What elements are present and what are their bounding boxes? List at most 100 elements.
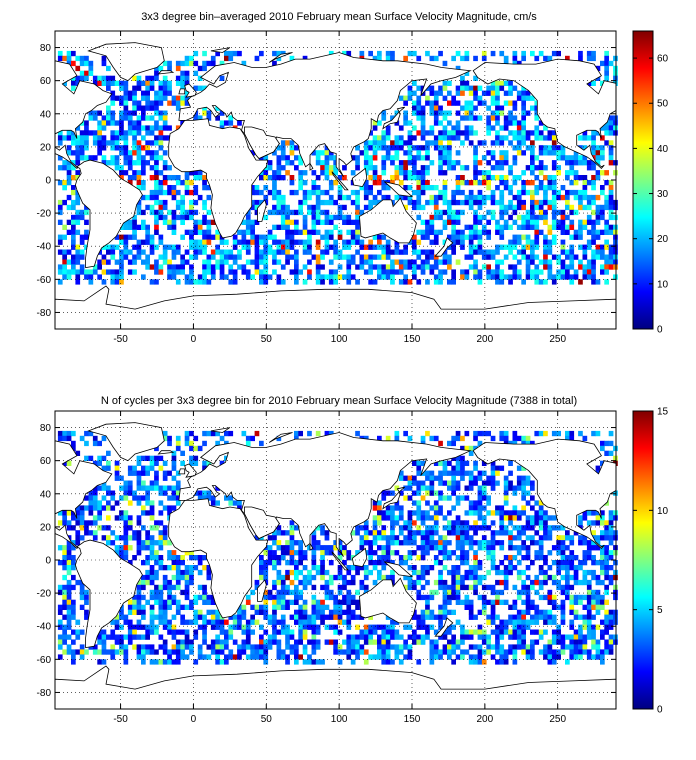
bin-cell	[381, 624, 387, 630]
bin-cell	[451, 55, 456, 62]
bin-cell	[525, 550, 531, 556]
bin-cell	[276, 579, 282, 586]
bin-cell	[79, 520, 85, 526]
bin-cell	[280, 530, 286, 536]
bin-cell	[267, 634, 273, 640]
bin-cell	[390, 505, 395, 511]
bin-cell	[591, 254, 596, 260]
bin-cell	[350, 189, 356, 196]
bin-cell	[600, 569, 605, 576]
bin-cell	[180, 100, 185, 106]
bin-cell	[180, 644, 185, 650]
bin-cell	[132, 120, 137, 126]
bin-cell	[442, 249, 448, 255]
bin-cell	[503, 574, 509, 581]
bin-cell	[586, 609, 592, 615]
bin-cell	[481, 535, 487, 541]
bin-cell	[582, 160, 588, 166]
bin-cell	[219, 435, 225, 442]
bin-cell	[280, 545, 286, 551]
bin-cell	[481, 55, 487, 62]
bin-cell	[407, 175, 413, 181]
bin-cell	[460, 555, 465, 561]
bin-cell	[438, 50, 443, 57]
bin-cell	[350, 254, 356, 260]
bin-cell	[346, 644, 352, 650]
bin-cell	[425, 180, 430, 186]
bin-cell	[394, 644, 400, 650]
bin-cell	[372, 135, 378, 141]
bin-cell	[337, 254, 343, 260]
bin-cell	[324, 614, 330, 620]
bin-cell	[127, 560, 133, 566]
bin-cell	[499, 520, 505, 526]
bin-cell	[232, 239, 238, 245]
bin-cell	[398, 649, 404, 655]
bin-cell	[193, 609, 199, 615]
bin-cell	[57, 604, 63, 610]
bin-cell	[412, 569, 417, 576]
bin-cell	[302, 180, 308, 186]
bin-cell	[154, 525, 159, 531]
bin-cell	[543, 145, 548, 151]
bin-cell	[525, 565, 531, 571]
bin-cell	[114, 234, 120, 240]
bin-cell	[394, 175, 400, 181]
bin-cell	[119, 80, 124, 86]
bin-cell	[167, 65, 172, 72]
bin-cell	[499, 125, 505, 131]
bin-cell	[407, 540, 413, 546]
bin-cell	[604, 574, 609, 581]
bin-cell	[573, 150, 579, 156]
bin-cell	[267, 175, 273, 181]
bin-cell	[464, 269, 470, 275]
bin-cell	[106, 259, 111, 265]
bin-cell	[481, 634, 487, 640]
bin-cell	[189, 189, 194, 196]
bin-cell	[71, 234, 76, 240]
bin-cell	[381, 110, 387, 116]
bin-cell	[499, 150, 505, 156]
bin-cell	[368, 624, 373, 630]
bin-cell	[385, 150, 391, 156]
bin-cell	[516, 525, 522, 531]
bin-cell	[573, 609, 579, 615]
bin-cell	[127, 485, 133, 491]
bin-cell	[416, 110, 422, 116]
bin-cell	[447, 584, 452, 591]
bin-cell	[180, 604, 185, 610]
bin-cell	[412, 239, 417, 245]
bin-cell	[390, 50, 395, 57]
bin-cell	[79, 535, 85, 541]
bin-cell	[407, 50, 413, 57]
bin-cell	[503, 180, 509, 186]
bin-cell	[521, 180, 526, 186]
bin-cell	[346, 239, 352, 245]
bin-cell	[363, 155, 369, 161]
bin-cell	[285, 569, 290, 576]
bin-cell	[433, 95, 439, 101]
bin-cell	[381, 634, 387, 640]
bin-cell	[521, 185, 526, 191]
bin-cell	[66, 229, 72, 235]
bin-cell	[259, 249, 264, 255]
bin-cell	[206, 269, 212, 275]
bin-cell	[158, 209, 164, 216]
bin-cell	[154, 599, 159, 605]
bin-cell	[521, 619, 526, 625]
bin-cell	[57, 264, 63, 270]
bin-cell	[508, 239, 513, 245]
bin-cell	[516, 624, 522, 630]
bin-cell	[394, 500, 400, 506]
bin-cell	[521, 204, 526, 211]
bin-cell	[591, 185, 596, 191]
bin-cell	[132, 170, 137, 176]
bin-cell	[468, 485, 474, 491]
bin-cell	[429, 649, 435, 655]
bin-cell	[377, 515, 382, 521]
bin-cell	[276, 55, 282, 62]
bin-cell	[473, 85, 478, 91]
bin-cell	[149, 460, 155, 466]
bin-cell	[333, 599, 338, 605]
bin-cell	[202, 555, 207, 561]
